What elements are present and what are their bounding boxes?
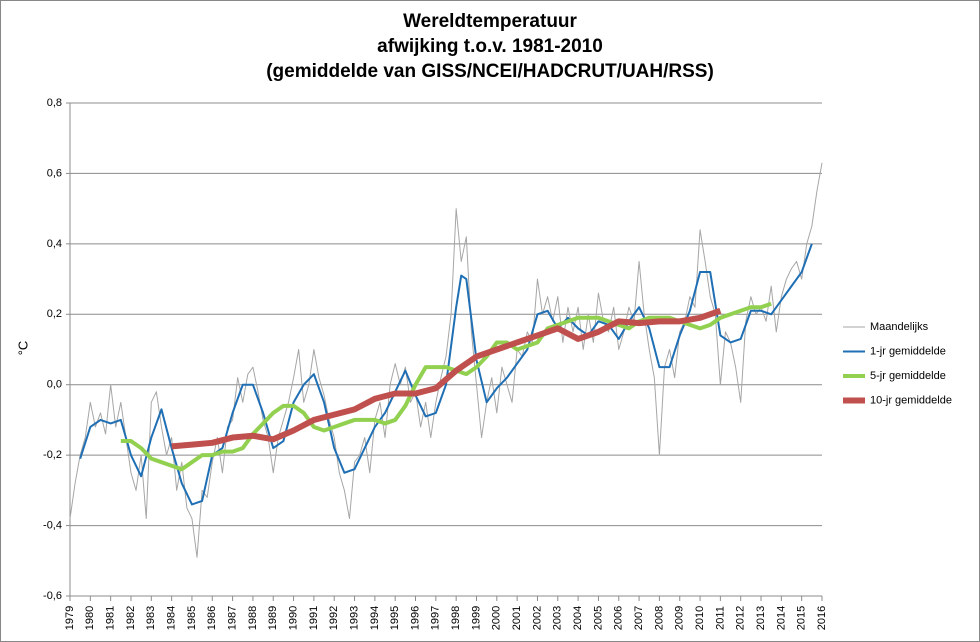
x-tick-label: 2006 (613, 606, 625, 630)
chart-title: (gemiddelde van GISS/NCEI/HADCRUT/UAH/RS… (266, 61, 714, 82)
x-tick-label: 1995 (389, 606, 401, 630)
x-tick-label: 1991 (308, 606, 320, 630)
series-line (79, 243, 813, 506)
x-tick-label: 2001 (511, 606, 523, 630)
x-tick-label: 1985 (186, 606, 198, 630)
x-tick-label: 2013 (755, 606, 767, 630)
y-tick-label: -0,2 (43, 449, 62, 461)
x-tick-label: 1988 (247, 606, 259, 630)
x-tick-label: 1996 (409, 606, 421, 630)
x-tick-label: 1987 (227, 606, 239, 630)
y-tick-label: 0,4 (47, 238, 62, 250)
y-tick-label: -0,6 (43, 590, 62, 602)
x-tick-label: 1983 (145, 606, 157, 630)
x-tick-label: 2015 (796, 606, 808, 630)
x-tick-label: 1998 (450, 606, 462, 630)
chart-title: afwijking t.o.v. 1981-2010 (377, 36, 603, 57)
x-tick-label: 1979 (64, 606, 76, 630)
legend-label: 5-jr gemiddelde (870, 370, 946, 382)
x-tick-label: 1990 (287, 606, 299, 630)
x-tick-label: 2011 (714, 606, 726, 630)
x-tick-label: 2016 (816, 606, 828, 630)
series-line (120, 301, 772, 472)
legend-label: 1-jr gemiddelde (870, 345, 946, 357)
x-tick-label: 1984 (166, 606, 178, 630)
legend-label: 10-jr gemiddelde (870, 394, 952, 406)
x-tick-label: 1994 (369, 606, 381, 630)
x-tick-label: 1981 (105, 606, 117, 630)
x-tick-label: 2002 (531, 606, 543, 630)
y-tick-label: 0,8 (47, 97, 62, 109)
x-tick-label: 2007 (633, 606, 645, 630)
y-tick-label: 0,2 (47, 308, 62, 320)
chart-title: Wereldtemperatuur (403, 11, 577, 32)
series-line (171, 307, 722, 450)
x-tick-label: 2005 (592, 606, 604, 630)
x-tick-label: 2009 (674, 606, 686, 630)
y-axis-label: °C (15, 341, 30, 356)
legend-label: Maandelijks (870, 321, 929, 333)
x-tick-label: 2008 (653, 606, 665, 630)
x-tick-label: 1989 (267, 606, 279, 630)
x-tick-label: 1986 (206, 606, 218, 630)
x-tick-label: 1980 (84, 606, 96, 630)
x-tick-label: 2003 (552, 606, 564, 630)
x-tick-label: 2010 (694, 606, 706, 630)
x-tick-label: 1982 (125, 606, 137, 630)
x-tick-label: 2000 (491, 606, 503, 630)
x-tick-label: 2014 (775, 606, 787, 630)
x-tick-label: 2012 (735, 606, 747, 630)
x-tick-label: 1997 (430, 606, 442, 630)
x-tick-label: 2004 (572, 606, 584, 630)
y-tick-label: 0,0 (47, 379, 62, 391)
x-tick-label: 1999 (470, 606, 482, 630)
y-tick-label: 0,6 (47, 167, 62, 179)
x-tick-label: 1993 (348, 606, 360, 630)
y-tick-label: -0,4 (43, 519, 62, 531)
x-tick-label: 1992 (328, 606, 340, 630)
